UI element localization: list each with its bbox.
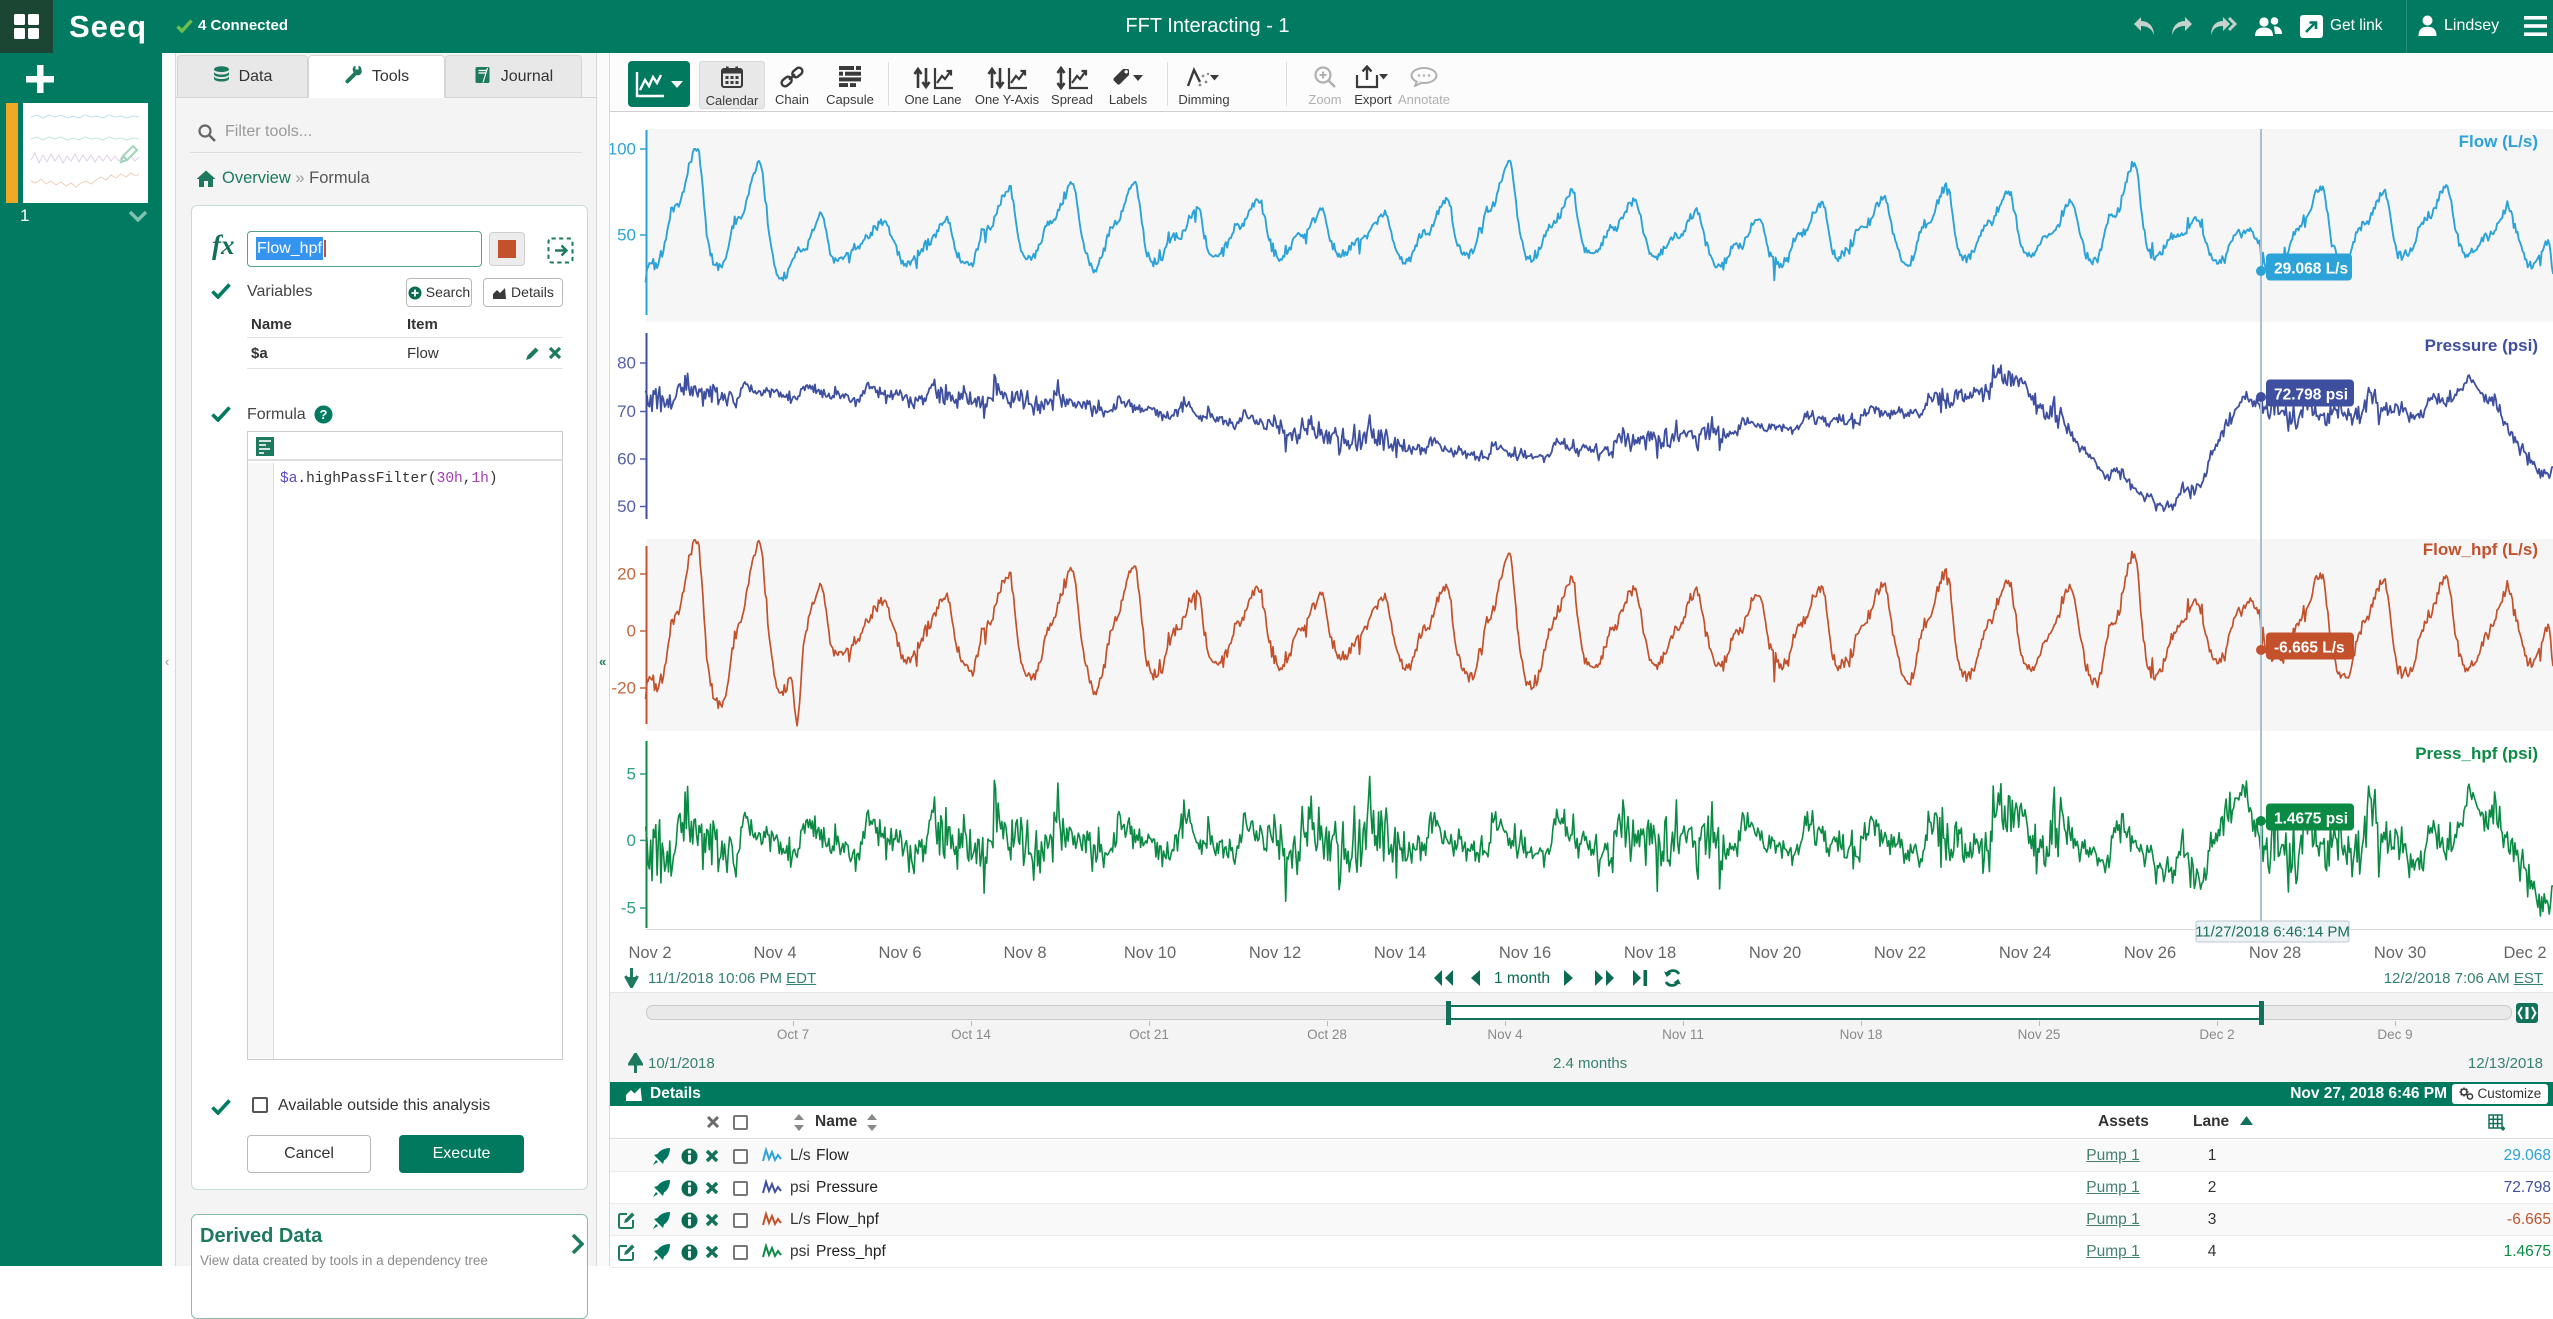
svg-text:-6.665 L/s: -6.665 L/s	[2274, 640, 2345, 657]
svg-text:50: 50	[617, 226, 636, 245]
svg-text:Nov 18: Nov 18	[1624, 944, 1676, 962]
svg-text:5: 5	[627, 765, 636, 784]
svg-text:70: 70	[617, 402, 636, 421]
svg-text:0: 0	[627, 622, 636, 641]
svg-text:-5: -5	[621, 899, 636, 918]
svg-text:Nov 14: Nov 14	[1374, 944, 1426, 962]
svg-text:1.4675 psi: 1.4675 psi	[2274, 811, 2348, 828]
svg-text:Nov 22: Nov 22	[1874, 944, 1926, 962]
svg-text:Nov 10: Nov 10	[1124, 944, 1176, 962]
svg-text:60: 60	[617, 450, 636, 469]
svg-text:Nov 12: Nov 12	[1249, 944, 1301, 962]
svg-text:72.798 psi: 72.798 psi	[2274, 387, 2348, 404]
svg-text:100: 100	[610, 140, 636, 159]
svg-text:80: 80	[617, 354, 636, 373]
svg-text:Nov 16: Nov 16	[1499, 944, 1551, 962]
svg-text:Pressure (psi): Pressure (psi)	[2425, 336, 2538, 355]
svg-text:-20: -20	[611, 679, 636, 698]
svg-text:Nov 30: Nov 30	[2374, 944, 2426, 962]
svg-text:Nov 28: Nov 28	[2249, 944, 2301, 962]
svg-text:Dec 2: Dec 2	[2503, 944, 2546, 962]
svg-text:Flow (L/s): Flow (L/s)	[2459, 132, 2538, 151]
svg-text:Flow_hpf (L/s): Flow_hpf (L/s)	[2423, 540, 2538, 559]
svg-text:?: ?	[320, 407, 328, 422]
svg-text:50: 50	[617, 497, 636, 516]
svg-text:Nov 4: Nov 4	[753, 944, 796, 962]
svg-text:Nov 2: Nov 2	[628, 944, 671, 962]
svg-text:Nov 26: Nov 26	[2124, 944, 2176, 962]
svg-text:11/27/2018 6:46:14 PM: 11/27/2018 6:46:14 PM	[2195, 924, 2350, 941]
svg-text:Nov 6: Nov 6	[878, 944, 921, 962]
svg-text:0: 0	[627, 831, 636, 850]
svg-text:Nov 24: Nov 24	[1999, 944, 2051, 962]
svg-text:29.068 L/s: 29.068 L/s	[2274, 261, 2348, 278]
svg-text:Nov 8: Nov 8	[1003, 944, 1046, 962]
svg-text:Nov 20: Nov 20	[1749, 944, 1801, 962]
svg-text:20: 20	[617, 565, 636, 584]
svg-text:Press_hpf (psi): Press_hpf (psi)	[2415, 744, 2538, 763]
